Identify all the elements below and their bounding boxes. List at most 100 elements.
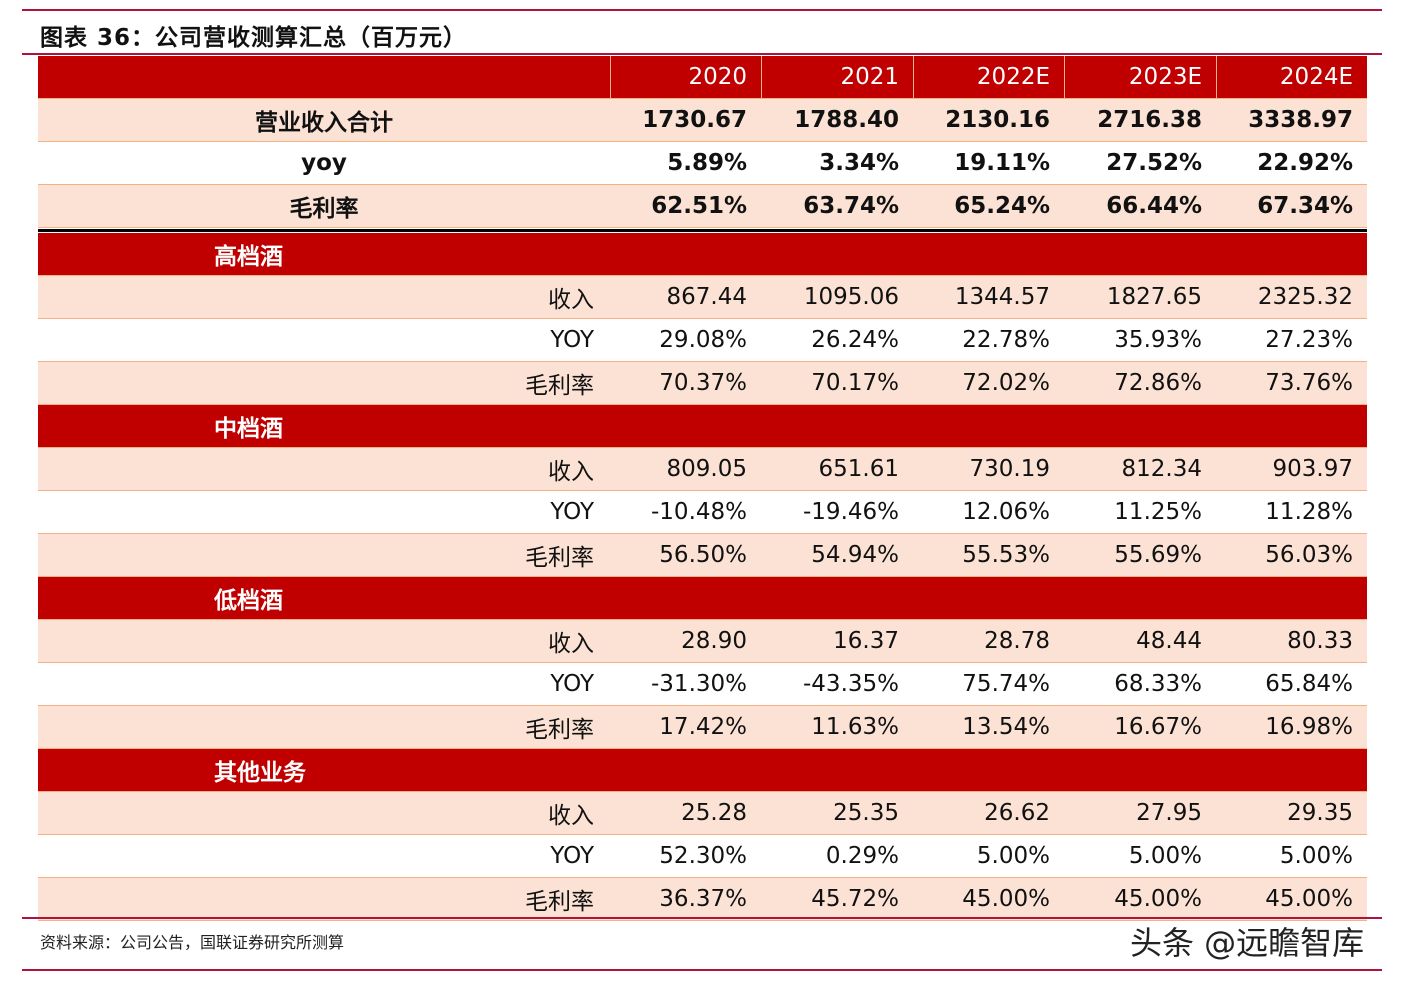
cell-value: 36.37% (659, 886, 747, 912)
row-label: YOY (550, 499, 594, 525)
cell-value: 35.93% (1114, 327, 1202, 353)
cell-value: 1788.40 (794, 107, 899, 133)
cell-value: -19.46% (803, 499, 899, 525)
cell-value: 26.62 (984, 800, 1050, 826)
row-label: 毛利率 (525, 889, 594, 915)
table-row: 毛利率 36.37% 45.72% 45.00% 45.00% 45.00% (38, 878, 1367, 921)
cell-value: 72.02% (962, 370, 1050, 396)
table-row: 收入 867.44 1095.06 1344.57 1827.65 2325.32 (38, 276, 1367, 319)
cell-value: 22.92% (1257, 150, 1353, 176)
cell-value: 5.00% (976, 843, 1050, 869)
summary-row: yoy 5.89% 3.34% 19.11% 27.52% 22.92% (38, 142, 1367, 185)
cell-value: 27.52% (1106, 150, 1202, 176)
table-row: 毛利率 70.37% 70.17% 72.02% 72.86% 73.76% (38, 362, 1367, 405)
section-header: 其他业务 (38, 749, 1367, 792)
cell-value: 13.54% (962, 714, 1050, 740)
cell-value: 0.29% (825, 843, 899, 869)
column-header: 2020 (610, 56, 761, 98)
cell-value: 1344.57 (954, 284, 1050, 310)
table-row: YOY -31.30% -43.35% 75.74% 68.33% 65.84% (38, 663, 1367, 706)
cell-value: 1730.67 (642, 107, 747, 133)
cell-value: 29.35 (1287, 800, 1353, 826)
row-label: 毛利率 (525, 717, 594, 743)
cell-value: 65.84% (1265, 671, 1353, 697)
row-label: YOY (550, 843, 594, 869)
header-row: 2020 2021 2022E 2023E 2024E (38, 56, 1367, 99)
divider (38, 229, 1367, 232)
cell-value: 2325.32 (1257, 284, 1353, 310)
cell-value: 27.95 (1136, 800, 1202, 826)
cell-value: 12.06% (962, 499, 1050, 525)
row-label: 收入 (548, 631, 594, 657)
cell-value: 68.33% (1114, 671, 1202, 697)
section-header: 中档酒 (38, 405, 1367, 448)
cell-value: 65.24% (954, 193, 1050, 219)
cell-value: 63.74% (803, 193, 899, 219)
cell-value: 52.30% (659, 843, 747, 869)
row-label: 收入 (548, 287, 594, 313)
column-header: 2022E (913, 56, 1064, 98)
table-row: 毛利率 17.42% 11.63% 13.54% 16.67% 16.98% (38, 706, 1367, 749)
summary-row: 营业收入合计 1730.67 1788.40 2130.16 2716.38 3338.9… (38, 99, 1367, 142)
cell-value: 25.35 (833, 800, 899, 826)
cell-value: 22.78% (962, 327, 1050, 353)
cell-value: 66.44% (1106, 193, 1202, 219)
cell-value: -43.35% (803, 671, 899, 697)
cell-value: 5.00% (1128, 843, 1202, 869)
bottom-rule (22, 969, 1382, 971)
cell-value: 17.42% (659, 714, 747, 740)
row-label: 毛利率 (525, 373, 594, 399)
cell-value: 11.28% (1265, 499, 1353, 525)
cell-value: 45.72% (811, 886, 899, 912)
title-rule (22, 53, 1382, 55)
cell-value: 45.00% (1265, 886, 1353, 912)
cell-value: 5.00% (1279, 843, 1353, 869)
cell-value: 3338.97 (1248, 107, 1353, 133)
cell-value: 48.44 (1136, 628, 1202, 654)
cell-value: 11.25% (1114, 499, 1202, 525)
row-label: YOY (550, 671, 594, 697)
cell-value: 56.03% (1265, 542, 1353, 568)
cell-value: 1827.65 (1106, 284, 1202, 310)
cell-value: 19.11% (954, 150, 1050, 176)
cell-value: 45.00% (1114, 886, 1202, 912)
cell-value: 2130.16 (945, 107, 1050, 133)
cell-value: 25.28 (681, 800, 747, 826)
cell-value: 67.34% (1257, 193, 1353, 219)
cell-value: 867.44 (666, 284, 747, 310)
cell-value: 72.86% (1114, 370, 1202, 396)
table-row: 收入 25.28 25.35 26.62 27.95 29.35 (38, 792, 1367, 835)
summary-row: 毛利率 62.51% 63.74% 65.24% 66.44% 67.34% (38, 185, 1367, 228)
cell-value: 651.61 (818, 456, 899, 482)
cell-value: 56.50% (659, 542, 747, 568)
cell-value: 62.51% (651, 193, 747, 219)
cell-value: 70.37% (659, 370, 747, 396)
row-label: YOY (550, 327, 594, 353)
cell-value: 16.37 (833, 628, 899, 654)
cell-value: 16.67% (1114, 714, 1202, 740)
top-rule (22, 9, 1382, 11)
table-row: YOY 29.08% 26.24% 22.78% 35.93% 27.23% (38, 319, 1367, 362)
cell-value: 70.17% (811, 370, 899, 396)
table-row: 收入 28.90 16.37 28.78 48.44 80.33 (38, 620, 1367, 663)
cell-value: 80.33 (1287, 628, 1353, 654)
cell-value: 55.69% (1114, 542, 1202, 568)
cell-value: 3.34% (819, 150, 899, 176)
cell-value: 1095.06 (803, 284, 899, 310)
cell-value: 730.19 (969, 456, 1050, 482)
cell-value: 54.94% (811, 542, 899, 568)
cell-value: 45.00% (962, 886, 1050, 912)
cell-value: 73.76% (1265, 370, 1353, 396)
cell-value: -10.48% (651, 499, 747, 525)
cell-value: 55.53% (962, 542, 1050, 568)
cell-value: 28.90 (681, 628, 747, 654)
cell-value: 16.98% (1265, 714, 1353, 740)
cell-value: 26.24% (811, 327, 899, 353)
cell-value: 29.08% (659, 327, 747, 353)
cell-value: 812.34 (1121, 456, 1202, 482)
cell-value: 27.23% (1265, 327, 1353, 353)
cell-value: 5.89% (667, 150, 747, 176)
row-label: yoy (301, 150, 347, 176)
section-header: 高档酒 (38, 233, 1367, 276)
cell-value: 903.97 (1272, 456, 1353, 482)
